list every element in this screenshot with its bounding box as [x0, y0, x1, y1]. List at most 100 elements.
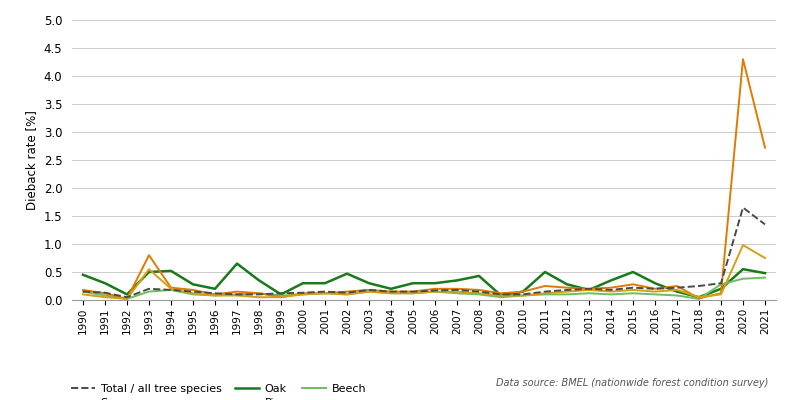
Pine: [474, 288, 484, 292]
Pine: [606, 285, 616, 290]
Spruce: [364, 289, 374, 294]
Oak: [342, 271, 352, 276]
Beech: [760, 275, 770, 280]
Pine: [386, 289, 396, 294]
Pine: [232, 289, 242, 294]
Pine: [166, 285, 176, 290]
Beech: [628, 291, 638, 296]
Total / all tree species: [518, 292, 528, 297]
Pine: [496, 291, 506, 296]
Spruce: [672, 288, 682, 292]
Pine: [716, 291, 726, 296]
Total / all tree species: [342, 290, 352, 295]
Oak: [584, 288, 594, 292]
Beech: [738, 276, 748, 281]
Spruce: [562, 289, 572, 294]
Beech: [540, 292, 550, 297]
Line: Spruce: Spruce: [83, 245, 765, 299]
Pine: [276, 295, 286, 300]
Pine: [694, 296, 704, 301]
Beech: [276, 293, 286, 298]
Total / all tree species: [144, 286, 154, 291]
Pine: [254, 291, 264, 296]
Legend: Total / all tree species, Spruce, Oak, Pine, Beech: Total / all tree species, Spruce, Oak, P…: [70, 384, 366, 400]
Total / all tree species: [672, 285, 682, 290]
Oak: [188, 282, 198, 287]
Spruce: [518, 293, 528, 298]
Oak: [210, 286, 220, 291]
Pine: [320, 291, 330, 296]
Beech: [452, 291, 462, 296]
Spruce: [188, 291, 198, 296]
Total / all tree species: [562, 288, 572, 292]
Total / all tree species: [430, 288, 440, 293]
Pine: [628, 282, 638, 287]
Oak: [562, 282, 572, 287]
Beech: [694, 296, 704, 301]
Beech: [386, 291, 396, 296]
Total / all tree species: [474, 289, 484, 294]
Oak: [144, 270, 154, 274]
Beech: [672, 293, 682, 298]
Total / all tree species: [540, 289, 550, 294]
Oak: [232, 261, 242, 266]
Oak: [298, 281, 308, 286]
Beech: [650, 292, 660, 297]
Oak: [386, 286, 396, 291]
Total / all tree species: [496, 292, 506, 297]
Beech: [342, 292, 352, 297]
Beech: [474, 292, 484, 297]
Spruce: [496, 293, 506, 298]
Line: Pine: Pine: [83, 59, 765, 299]
Spruce: [452, 289, 462, 294]
Total / all tree species: [716, 281, 726, 286]
Total / all tree species: [738, 205, 748, 210]
Total / all tree species: [408, 289, 418, 294]
Total / all tree species: [166, 288, 176, 292]
Spruce: [144, 267, 154, 272]
Spruce: [276, 295, 286, 300]
Oak: [430, 281, 440, 286]
Oak: [650, 281, 660, 286]
Pine: [188, 288, 198, 292]
Beech: [188, 292, 198, 297]
Oak: [78, 272, 88, 277]
Oak: [540, 270, 550, 274]
Beech: [298, 292, 308, 297]
Total / all tree species: [760, 222, 770, 227]
Total / all tree species: [606, 288, 616, 292]
Oak: [408, 281, 418, 286]
Spruce: [474, 291, 484, 296]
Spruce: [540, 291, 550, 296]
Total / all tree species: [584, 286, 594, 291]
Pine: [122, 296, 132, 301]
Total / all tree species: [276, 291, 286, 296]
Beech: [166, 288, 176, 292]
Oak: [628, 270, 638, 274]
Pine: [650, 286, 660, 291]
Spruce: [738, 243, 748, 248]
Spruce: [78, 292, 88, 297]
Spruce: [716, 292, 726, 297]
Pine: [452, 286, 462, 291]
Spruce: [298, 292, 308, 297]
Beech: [716, 282, 726, 287]
Spruce: [254, 295, 264, 300]
Total / all tree species: [210, 291, 220, 296]
Line: Oak: Oak: [83, 264, 765, 297]
Oak: [364, 281, 374, 286]
Beech: [518, 293, 528, 298]
Total / all tree species: [628, 285, 638, 290]
Pine: [78, 288, 88, 292]
Beech: [364, 289, 374, 294]
Pine: [100, 291, 110, 296]
Oak: [496, 293, 506, 298]
Oak: [738, 267, 748, 272]
Spruce: [694, 295, 704, 300]
Beech: [122, 296, 132, 301]
Total / all tree species: [100, 290, 110, 295]
Line: Total / all tree species: Total / all tree species: [83, 208, 765, 297]
Total / all tree species: [452, 288, 462, 292]
Oak: [694, 295, 704, 300]
Total / all tree species: [78, 289, 88, 294]
